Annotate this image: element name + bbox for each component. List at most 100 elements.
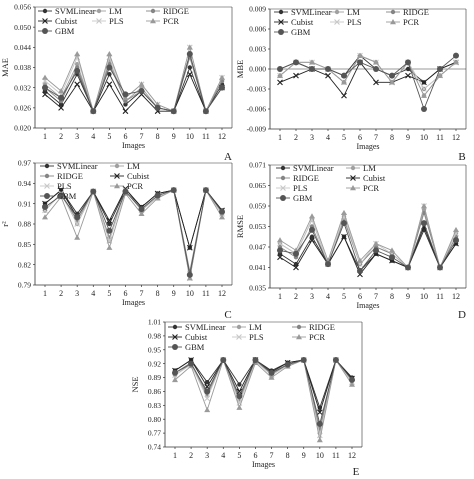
x-tick-label: 1 bbox=[173, 451, 177, 460]
legend-label: GBM bbox=[293, 193, 313, 203]
x-tick-label: 3 bbox=[310, 292, 314, 301]
data-point-cubist bbox=[74, 81, 81, 88]
x-tick-label: 12 bbox=[218, 289, 226, 298]
data-point-gbm bbox=[277, 66, 283, 72]
legend-swatch-marker bbox=[334, 19, 340, 25]
x-tick-label: 12 bbox=[348, 451, 356, 460]
legend-label: RIDGE bbox=[57, 171, 83, 181]
legend-label: LM bbox=[109, 6, 122, 16]
panel-letter: D bbox=[458, 309, 466, 321]
legend-item: SVMLinear bbox=[38, 6, 96, 16]
data-point-gbm bbox=[220, 356, 227, 363]
y-tick-label: 0.020 bbox=[14, 124, 31, 133]
data-point-cubist bbox=[293, 72, 299, 79]
legend-item: Cubist bbox=[110, 171, 150, 181]
data-point-pcr bbox=[349, 381, 355, 387]
x-tick-label: 8 bbox=[156, 132, 160, 141]
legend-label: RIDGE bbox=[309, 322, 335, 332]
data-point-pcr bbox=[138, 81, 145, 87]
y-tick-label: 0.056 bbox=[14, 3, 31, 12]
legend-label: LM bbox=[363, 163, 376, 173]
legend-label: PLS bbox=[249, 332, 264, 342]
data-point-gbm bbox=[357, 59, 363, 66]
legend-label: PCR bbox=[163, 16, 179, 26]
y-tick-label: 0.80 bbox=[148, 415, 161, 424]
x-tick-label: 3 bbox=[310, 133, 314, 142]
x-tick-label: 7 bbox=[270, 451, 274, 460]
y-tick-label: 0.77 bbox=[148, 429, 161, 438]
data-point-cubist bbox=[42, 91, 48, 98]
data-point-pcr bbox=[219, 214, 225, 220]
series-line-svmlinear bbox=[279, 228, 457, 272]
data-point-pcr bbox=[316, 437, 323, 443]
x-tick-label: 4 bbox=[221, 451, 225, 460]
legend-swatch-marker bbox=[42, 28, 48, 34]
data-point-gbm bbox=[373, 247, 379, 254]
data-point-gbm bbox=[219, 84, 225, 91]
y-tick-label: 0.050 bbox=[14, 23, 31, 32]
series-line-gbm bbox=[44, 52, 223, 113]
x-tick-label: 12 bbox=[452, 292, 460, 301]
data-point-cubist bbox=[106, 217, 113, 224]
legend-item: SVMLinear bbox=[168, 322, 226, 332]
data-point-pcr bbox=[373, 59, 379, 65]
x-tick-label: 3 bbox=[75, 132, 79, 141]
x-tick-label: 6 bbox=[358, 133, 362, 142]
data-point-svmlinear bbox=[309, 234, 315, 239]
x-tick-label: 6 bbox=[123, 289, 127, 298]
legend-item: Cubist bbox=[346, 173, 386, 183]
legend-swatch-marker bbox=[390, 19, 396, 25]
y-tick-label: 0.74 bbox=[148, 443, 161, 452]
data-point-svmlinear bbox=[405, 66, 411, 72]
legend-item: RIDGE bbox=[292, 322, 335, 332]
legend-item: GBM bbox=[274, 27, 311, 37]
legend-swatch-marker bbox=[278, 19, 284, 25]
y-tick-label: 0.86 bbox=[148, 387, 161, 396]
data-point-lm bbox=[74, 61, 80, 67]
data-point-pcr bbox=[389, 79, 395, 85]
y-tick-label: 0.82 bbox=[18, 260, 31, 269]
legend-item: PCR bbox=[292, 332, 325, 342]
chart-panel-c: 0.790.820.850.880.910.940.971 2 3 4 5 6 7 8 9 10 1… bbox=[0, 159, 233, 321]
legend-swatch-marker bbox=[280, 185, 286, 191]
legend-label: Cubist bbox=[363, 173, 386, 183]
data-point-pcr bbox=[268, 374, 275, 380]
legend-label: GBM bbox=[55, 26, 75, 36]
data-point-gbm bbox=[170, 108, 177, 115]
legend-label: RIDGE bbox=[163, 6, 189, 16]
data-point-gbm bbox=[421, 220, 427, 227]
legend-swatch-marker bbox=[296, 324, 302, 330]
legend-label: SVMLinear bbox=[293, 163, 334, 173]
legend-item: PCR bbox=[146, 16, 179, 26]
x-tick-label: 10 bbox=[186, 132, 194, 141]
y-tick-label: 0.92 bbox=[148, 359, 161, 368]
data-point-cubist bbox=[421, 79, 427, 86]
y-axis-label: MAE bbox=[0, 58, 10, 77]
y-tick-label: 0.89 bbox=[148, 373, 161, 382]
y-axis-label: MBE bbox=[235, 60, 245, 78]
series-line-cubist bbox=[44, 73, 223, 113]
x-tick-label: 11 bbox=[332, 451, 340, 460]
data-point-gbm bbox=[186, 51, 193, 58]
series-line-gbm bbox=[279, 221, 457, 272]
data-point-gbm bbox=[309, 226, 315, 233]
legend-item: LM bbox=[330, 7, 360, 17]
y-tick-label: 0.000 bbox=[249, 65, 266, 74]
x-tick-label: 5 bbox=[237, 451, 241, 460]
x-tick-label: 9 bbox=[172, 289, 176, 298]
data-point-cubist bbox=[405, 72, 411, 79]
x-tick-label: 4 bbox=[91, 289, 95, 298]
y-tick-label: 0.047 bbox=[249, 243, 266, 252]
data-point-cubist bbox=[186, 71, 193, 78]
series-line-cubist bbox=[44, 188, 223, 250]
legend-label: GBM bbox=[57, 191, 77, 201]
x-tick-label: 11 bbox=[202, 289, 210, 298]
series-line-svmlinear bbox=[44, 66, 223, 113]
x-tick-label: 9 bbox=[406, 292, 410, 301]
legend-label: SVMLinear bbox=[55, 6, 96, 16]
legend-item: GBM bbox=[168, 342, 205, 352]
data-point-gbm bbox=[437, 264, 443, 271]
data-point-gbm bbox=[389, 254, 395, 261]
y-tick-label: 0.071 bbox=[249, 161, 266, 170]
